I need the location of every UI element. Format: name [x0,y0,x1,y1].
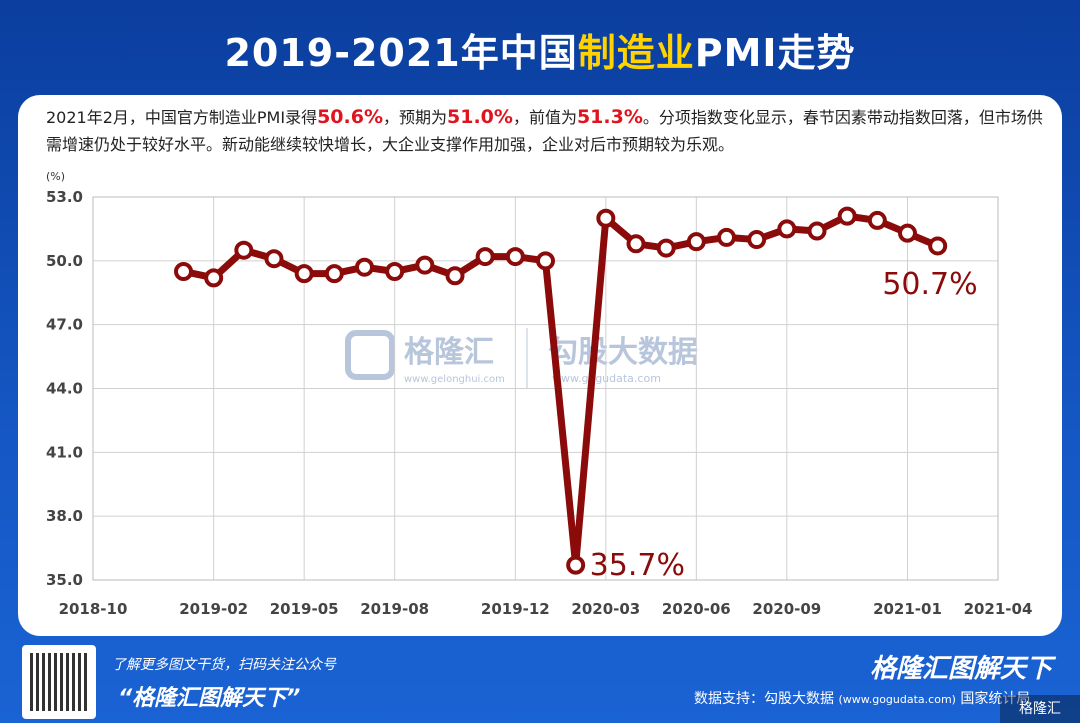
marker [234,240,254,260]
y-tick-label: 53.0 [46,188,83,206]
marker [928,236,948,256]
intro-text: 。分项指数变化显示，春节因素带动指数回落，但市场供需增速仍处于较好水平。新动能继… [46,108,1043,154]
marker [475,247,495,267]
qr-code [22,645,96,719]
title: 2019-2021年中国制造业PMI走势 [0,22,1080,77]
y-tick-label: 38.0 [46,507,83,525]
plot-frame [92,196,999,581]
x-tick-label: 2019-08 [360,600,429,618]
marker [686,232,706,252]
title-part: 2019-2021年中国 [224,31,578,75]
y-tick-label: 50.0 [46,252,83,270]
watermark-icon [345,330,395,380]
marker [324,264,344,284]
y-tick-label: 47.0 [46,316,83,334]
marker [837,206,857,226]
marker [505,247,525,267]
intro-text: 2021年2月，中国官方制造业PMI录得 [46,108,318,127]
marker [445,266,465,286]
x-tick-label: 2018-10 [59,600,128,618]
card [18,95,1062,636]
qr-pattern [30,653,88,711]
cta: 了解更多图文干货，扫码关注公众号 [112,657,336,673]
x-tick-label: 2019-02 [179,600,248,618]
marker [536,251,555,271]
marker [174,261,193,281]
intro-highlight: 51.3% [576,106,643,128]
account: “格隆汇图解天下” [118,686,301,711]
marker [656,238,676,258]
x-tick-label: 2019-05 [270,600,339,618]
marker [596,208,616,228]
marker [807,221,827,241]
marker [747,230,767,250]
x-tick-label: 2020-03 [571,600,640,618]
source2: 国家统计局 [960,691,1031,707]
source-url: (www.gogudata.com) [838,693,956,706]
data-label: 50.7% [882,267,977,302]
marker [777,219,797,239]
source-label: 数据支持：勾股大数据 [694,691,834,707]
marker [626,234,646,254]
marker [204,268,224,288]
x-tick-label: 2019-12 [481,600,550,618]
logo: 格隆汇 [1000,695,1080,723]
y-tick-label: 35.0 [46,571,83,589]
intro-text: ，预期为 [383,108,448,127]
marker [385,261,405,281]
x-tick-label: 2020-06 [662,600,731,618]
marker [717,227,736,247]
watermark: www.gelonghui.com [404,374,505,385]
x-tick-label: 2021-01 [873,600,942,618]
marker [355,257,374,277]
watermark: www.gogudata.com [552,372,661,385]
intro-highlight: 51.0% [447,106,513,128]
marker [898,223,917,243]
title-highlight: 制造业 [577,31,695,75]
marker [264,249,284,269]
y-unit: (%) [46,170,65,183]
intro-highlight: 50.6% [317,106,383,128]
watermark: 勾股大数据 [548,335,698,370]
source: 数据支持：勾股大数据 (www.gogudata.com) 国家统计局 [694,688,1030,708]
x-tick-label: 2020-09 [752,600,821,618]
y-tick-label: 44.0 [46,380,83,398]
intro-text: ，前值为 [512,108,577,127]
intro: 2021年2月，中国官方制造业PMI录得50.6%，预期为51.0%，前值为51… [46,104,1046,158]
brand: 格隆汇图解天下 [870,654,1053,684]
x-tick-label: 2021-04 [964,600,1033,618]
marker [294,264,314,284]
marker [867,210,887,230]
marker [566,555,586,575]
marker [415,255,435,275]
data-label: 35.7% [590,548,685,583]
title-part: PMI走势 [694,31,856,75]
y-tick-label: 41.0 [46,443,83,461]
watermark: 格隆汇 [404,335,494,370]
